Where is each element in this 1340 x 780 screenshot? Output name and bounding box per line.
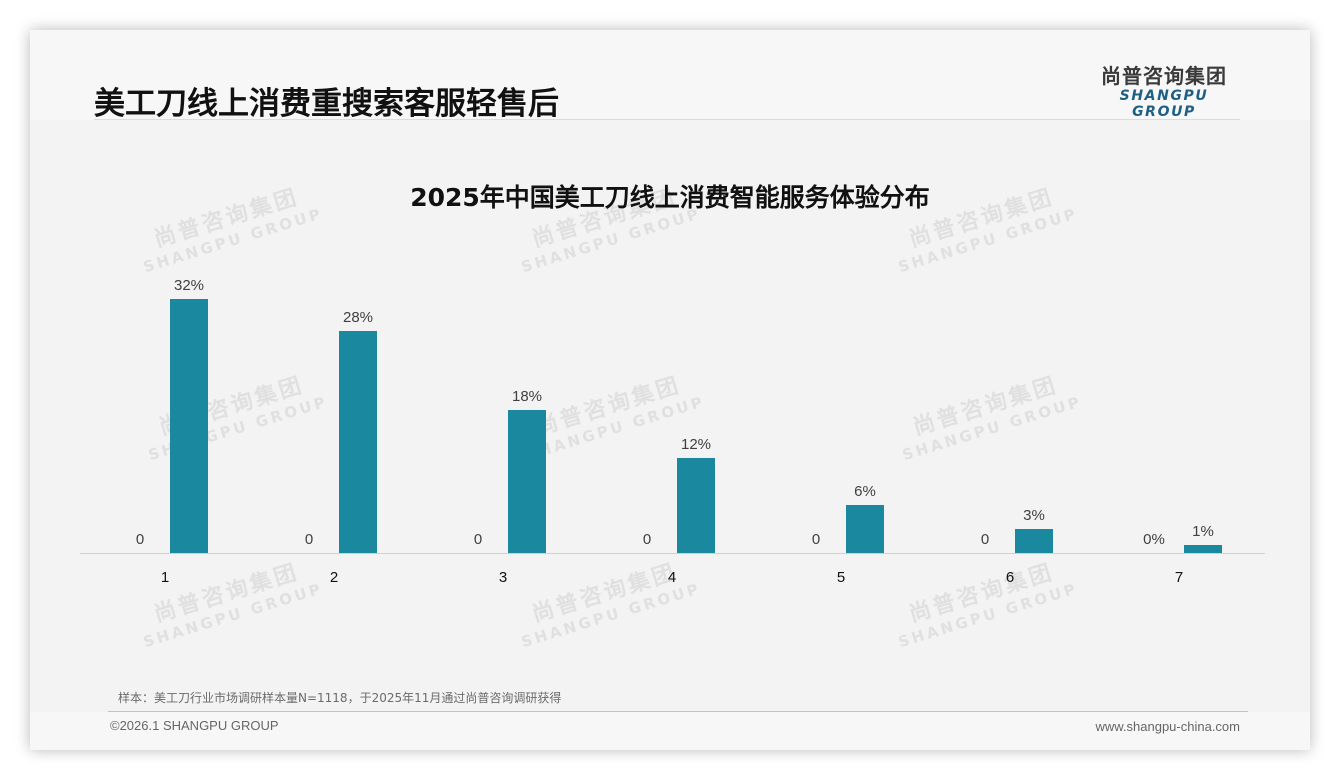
- chart-title: 2025年中国美工刀线上消费智能服务体验分布: [410, 183, 930, 212]
- logo-cn-text: 尚普咨询集团: [1101, 64, 1227, 88]
- bar-value-label: 28%: [342, 309, 374, 326]
- bar[interactable]: [1184, 545, 1222, 553]
- bar-value-label: 1%: [1192, 523, 1214, 540]
- bar-group: 0 32% 1: [80, 260, 249, 590]
- bar-group: 0% 1% 7: [1094, 260, 1263, 590]
- bar-group: 0 12% 4: [587, 260, 756, 590]
- x-axis-tick-label: 7: [1174, 569, 1184, 586]
- bar[interactable]: [846, 505, 884, 553]
- bar-group: 0 18% 3: [418, 260, 587, 590]
- bar-group: 0 3% 6: [925, 260, 1094, 590]
- x-axis-tick-label: 5: [836, 569, 846, 586]
- x-axis-tick-label: 1: [160, 569, 170, 586]
- zero-value-label: 0: [304, 531, 314, 548]
- bar-value-label: 18%: [511, 388, 543, 405]
- zero-value-label: 0: [980, 531, 990, 548]
- zero-value-label: 0%: [1143, 531, 1165, 548]
- x-axis-tick-label: 3: [498, 569, 508, 586]
- slide-card: 美工刀线上消费重搜索客服轻售后 尚普咨询集团 SHANGPU GROUP 尚普咨…: [30, 30, 1310, 750]
- sample-note: 样本：美工刀行业市场调研样本量N=1118，于2025年11月通过尚普咨询调研获…: [118, 691, 562, 705]
- website-link[interactable]: www.shangpu-china.com: [1095, 719, 1240, 734]
- logo-en-text: SHANGPU GROUP: [1119, 88, 1209, 120]
- bar-value-label: 3%: [1023, 507, 1045, 524]
- zero-value-label: 0: [473, 531, 483, 548]
- header-band: [30, 30, 1310, 120]
- x-axis-tick-label: 6: [1005, 569, 1015, 586]
- header-divider: [94, 119, 1240, 120]
- bar[interactable]: [1015, 529, 1053, 553]
- footer-band: [30, 712, 1310, 750]
- zero-value-label: 0: [642, 531, 652, 548]
- bar-value-label: 32%: [173, 277, 205, 294]
- bar-value-label: 12%: [680, 436, 712, 453]
- footer-divider: [108, 711, 1248, 712]
- zero-value-label: 0: [135, 531, 145, 548]
- x-axis-line: [80, 553, 1265, 554]
- zero-value-label: 0: [811, 531, 821, 548]
- copyright-text: ©2026.1 SHANGPU GROUP: [110, 718, 279, 733]
- x-axis-tick-label: 2: [329, 569, 339, 586]
- bar[interactable]: [677, 458, 715, 553]
- bar-group: 0 6% 5: [756, 260, 925, 590]
- company-logo: 尚普咨询集团 SHANGPU GROUP: [1088, 64, 1240, 120]
- bar[interactable]: [170, 299, 208, 553]
- bar-value-label: 6%: [854, 483, 876, 500]
- bar-chart: 0 32% 1 0 28% 2 0 18% 3 0 12% 4 0 6% 5 0 3% 6 0% 1% 7: [80, 260, 1265, 590]
- bar[interactable]: [339, 331, 377, 553]
- bar[interactable]: [508, 410, 546, 553]
- bar-group: 0 28% 2: [249, 260, 418, 590]
- page-title: 美工刀线上消费重搜索客服轻售后: [94, 86, 559, 122]
- x-axis-tick-label: 4: [667, 569, 677, 586]
